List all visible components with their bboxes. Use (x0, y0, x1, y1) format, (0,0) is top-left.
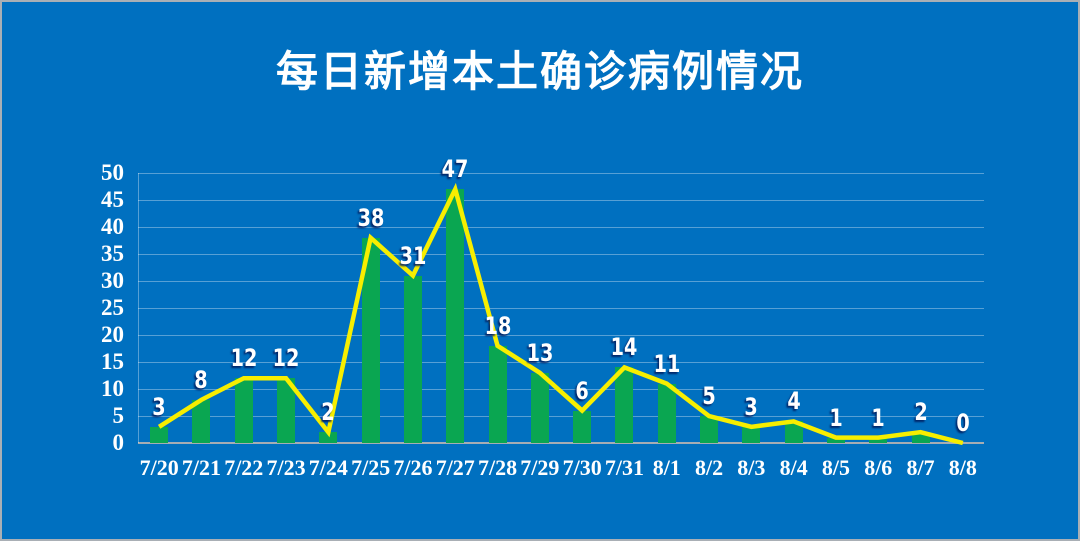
bar (530, 372, 549, 443)
bar (826, 437, 845, 443)
x-axis-tick-label: 7/20 (139, 455, 179, 480)
bar (869, 437, 888, 443)
data-label: 11 (653, 349, 681, 378)
bar (742, 426, 761, 443)
x-axis-tick-label: 7/21 (181, 455, 221, 480)
x-axis-tick-label: 8/5 (821, 455, 850, 480)
data-label: 1 (871, 403, 885, 432)
bar (488, 345, 507, 443)
x-axis-tick-label: 7/28 (477, 455, 518, 480)
gridline (138, 415, 984, 417)
data-label: 12 (272, 344, 300, 373)
bar (784, 421, 803, 443)
data-label: 4 (786, 387, 801, 416)
y-axis-tick-label: 0 (112, 430, 125, 455)
data-label: 47 (441, 155, 469, 184)
bar (657, 383, 676, 443)
data-label: 3 (744, 392, 759, 421)
gridline (138, 361, 984, 363)
x-axis-tick-label: 7/23 (266, 455, 306, 480)
x-axis-tick-label: 7/22 (224, 455, 264, 480)
bar (319, 432, 338, 443)
y-axis-tick-label: 25 (101, 295, 124, 320)
gridline (138, 280, 984, 282)
data-label: 6 (575, 376, 589, 405)
x-axis-tick-label: 8/1 (652, 455, 681, 480)
bar (277, 378, 296, 443)
y-axis-tick-label: 10 (101, 376, 124, 401)
chart-title: 每日新增本土确诊病例情况 (275, 47, 804, 96)
y-axis-tick-label: 15 (101, 349, 124, 374)
x-axis-tick-label: 8/4 (779, 455, 808, 480)
y-axis-tick-label: 40 (101, 214, 124, 239)
x-axis-tick-label: 7/30 (562, 455, 602, 480)
y-axis-line (138, 173, 139, 443)
trend-line-layer (157, 182, 964, 446)
gridline (138, 334, 984, 336)
x-axis-tick-label: 8/7 (906, 455, 935, 480)
y-axis-tick-label: 20 (101, 322, 124, 347)
trend-line (157, 182, 964, 446)
data-label: 3 (152, 392, 166, 421)
x-axis-line (138, 442, 984, 444)
gridline (138, 253, 984, 255)
data-label: 2 (913, 398, 928, 427)
data-label: 12 (230, 344, 258, 373)
y-axis-tick-label: 35 (101, 241, 124, 266)
data-label: 0 (956, 409, 970, 437)
bar (192, 399, 211, 443)
x-axis-tick-label: 8/3 (737, 455, 766, 480)
data-label: 2 (321, 398, 336, 427)
data-label: 1 (829, 403, 843, 432)
x-axis-tick-label: 7/24 (308, 455, 348, 480)
gridline (138, 199, 984, 201)
data-label: 13 (526, 338, 554, 367)
x-axis-tick-label: 8/2 (694, 455, 724, 480)
y-axis-tick-label: 30 (101, 268, 124, 293)
data-label: 18 (484, 311, 511, 340)
bar (700, 416, 719, 443)
x-axis-tick-label: 7/29 (520, 455, 560, 480)
bar (234, 378, 253, 443)
gridline (138, 307, 984, 309)
bar (446, 189, 465, 443)
gridline (138, 172, 984, 174)
data-label: 14 (611, 333, 638, 362)
x-axis-tick-label: 8/6 (864, 455, 893, 480)
x-axis-tick-label: 7/27 (435, 455, 475, 480)
data-label: 8 (194, 365, 209, 394)
y-axis-tick-label: 50 (101, 160, 124, 185)
data-label: 38 (357, 203, 385, 232)
y-axis-tick-label: 45 (101, 187, 124, 212)
x-axis-tick-label: 7/26 (393, 455, 433, 480)
data-label: 31 (399, 241, 427, 270)
bar (150, 426, 169, 443)
bar (573, 410, 592, 443)
x-axis-tick-label: 7/25 (351, 455, 391, 480)
y-axis-tick-label: 5 (112, 403, 125, 428)
x-axis-tick-label: 8/8 (948, 455, 977, 480)
plot-area (138, 172, 984, 444)
gridline (138, 226, 984, 228)
bar (403, 275, 422, 443)
x-axis-tick-label: 7/31 (604, 455, 644, 480)
data-label: 5 (702, 382, 716, 410)
bar (911, 432, 930, 443)
bar (361, 237, 380, 443)
bar (615, 367, 634, 443)
